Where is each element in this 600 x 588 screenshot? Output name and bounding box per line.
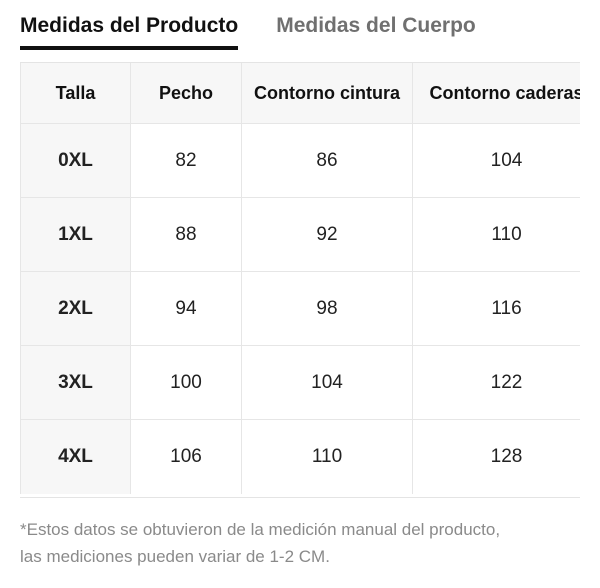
table-row: 4XL 106 110 128 [20,420,580,494]
hips-cell: 128 [490,446,523,467]
table-row: 3XL 100 104 122 [20,346,580,420]
tab-body-measurements[interactable]: Medidas del Cuerpo [276,14,476,37]
table-header-row: Talla Pecho Contorno cintura Contorno ca… [20,63,580,124]
hips-cell: 104 [490,149,523,171]
chest-cell: 82 [131,124,242,197]
size-cell: 0XL [20,124,131,197]
hips-cell: 122 [490,371,523,393]
waist-cell: 104 [242,346,413,419]
waist-cell: 110 [242,420,413,494]
hips-cell: 110 [491,223,522,245]
tab-product-measurements[interactable]: Medidas del Producto [20,0,239,50]
table-row: 1XL 88 92 110 [20,198,580,272]
size-cell: 2XL [20,272,131,345]
size-table-content: Talla Pecho Contorno cintura Contorno ca… [20,63,580,494]
hips-cell: 116 [491,297,522,319]
table-row: 2XL 94 98 116 [20,272,580,346]
header-hips: Contorno caderas [429,82,580,103]
chest-cell: 106 [131,420,242,494]
size-cell: 3XL [20,346,131,419]
waist-cell: 92 [242,198,413,271]
table-row: 0XL 82 86 104 [20,124,580,198]
measurement-note: *Estos datos se obtuvieron de la medició… [20,516,590,570]
chest-cell: 100 [131,346,242,419]
header-size: Talla [20,63,131,123]
header-waist: Contorno cintura [242,63,413,123]
waist-cell: 98 [242,272,413,345]
header-chest: Pecho [131,63,242,123]
measurement-note-line-2: las mediciones pueden variar de 1-2 CM. [20,547,330,566]
size-cell: 1XL [20,198,131,271]
size-table[interactable]: Talla Pecho Contorno cintura Contorno ca… [20,62,580,498]
waist-cell: 86 [242,124,413,197]
tab-bar: Medidas del Producto Medidas del Cuerpo [20,0,476,52]
size-cell: 4XL [20,420,131,494]
chest-cell: 94 [131,272,242,345]
measurement-note-line-1: *Estos datos se obtuvieron de la medició… [20,520,501,539]
chest-cell: 88 [131,198,242,271]
